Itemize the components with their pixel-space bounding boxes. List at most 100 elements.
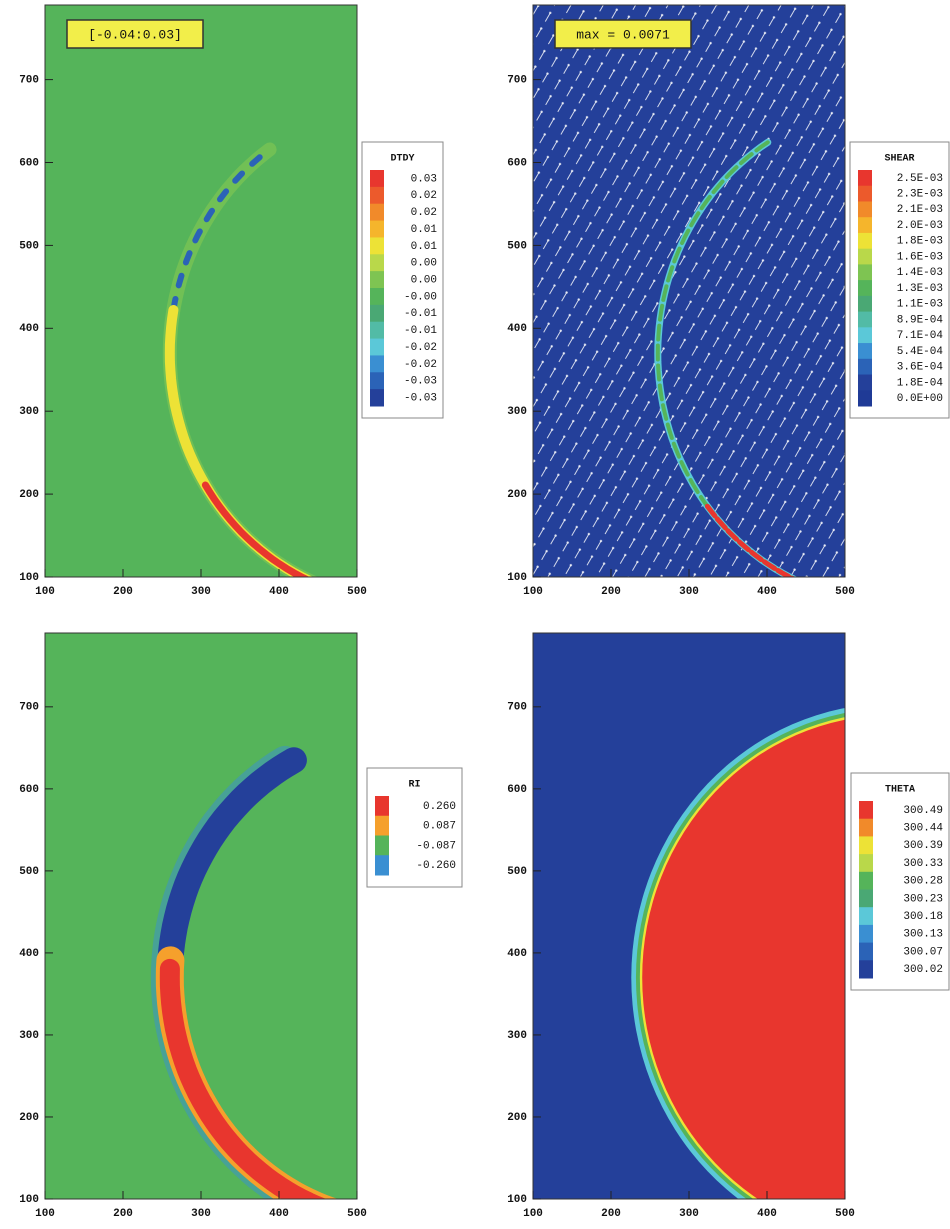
x-tick-label: 200 xyxy=(601,1208,621,1220)
y-tick-label: 500 xyxy=(507,866,527,878)
x-tick-label: 100 xyxy=(523,586,543,598)
legend-swatch xyxy=(858,343,872,360)
legend-label: 0.01 xyxy=(411,224,438,236)
legend-label: 0.03 xyxy=(411,173,437,185)
legend-swatch xyxy=(370,203,384,222)
legend-swatch xyxy=(370,186,384,205)
y-tick-label: 300 xyxy=(507,406,527,418)
legend-label: -0.02 xyxy=(404,342,437,354)
legend-label: 0.087 xyxy=(423,821,456,833)
legend-label: 2.3E-03 xyxy=(897,189,943,201)
x-tick-label: 400 xyxy=(757,586,777,598)
y-tick-label: 100 xyxy=(507,1194,527,1206)
legend-label: -0.01 xyxy=(404,325,437,337)
legend-swatch xyxy=(370,304,384,323)
x-tick-label: 500 xyxy=(835,1208,855,1220)
legend-swatch xyxy=(375,815,389,836)
legend-label: 1.8E-04 xyxy=(897,377,944,389)
y-tick-label: 600 xyxy=(19,784,39,796)
legend-swatch xyxy=(859,836,873,855)
legend-swatch xyxy=(859,889,873,908)
contour-field xyxy=(45,5,357,577)
contour-band xyxy=(156,747,307,982)
legend-label: 0.01 xyxy=(411,241,438,253)
legend-swatch xyxy=(859,801,873,820)
legend-label: 300.28 xyxy=(903,876,943,888)
y-tick-label: 200 xyxy=(19,489,39,501)
legend-swatch xyxy=(858,327,872,344)
annotation: max = 0.0071 xyxy=(576,27,670,42)
legend-swatch xyxy=(858,358,872,376)
legend-swatch xyxy=(370,321,384,340)
legend-swatch xyxy=(858,232,872,250)
legend-label: 300.13 xyxy=(903,929,943,941)
y-tick-label: 300 xyxy=(19,406,39,418)
legend-swatch xyxy=(370,220,384,238)
legend-label: 8.9E-04 xyxy=(897,314,944,326)
y-tick-label: 400 xyxy=(19,948,39,960)
y-tick-label: 400 xyxy=(507,323,527,335)
legend-swatch xyxy=(375,835,389,856)
x-tick-label: 200 xyxy=(113,586,133,598)
legend-label: 0.0E+00 xyxy=(897,393,943,405)
legend-label: 0.260 xyxy=(423,801,456,813)
legend-swatch xyxy=(370,288,384,306)
y-tick-label: 700 xyxy=(19,75,39,87)
legend-label: 300.07 xyxy=(903,946,943,958)
legend-label: -0.02 xyxy=(404,359,437,371)
legend-label: 300.23 xyxy=(903,893,943,905)
legend-swatch xyxy=(858,248,872,265)
legend-label: 2.5E-03 xyxy=(897,173,943,185)
legend-swatch xyxy=(859,907,873,926)
y-tick-label: 100 xyxy=(19,1194,39,1206)
y-tick-label: 500 xyxy=(19,240,39,252)
y-tick-label: 100 xyxy=(507,572,527,584)
legend-swatch xyxy=(858,374,872,391)
legend-title: DTDY xyxy=(390,154,414,165)
y-tick-label: 600 xyxy=(19,157,39,169)
legend-label: -0.01 xyxy=(404,308,437,320)
legend-label: 1.1E-03 xyxy=(897,299,943,311)
legend-swatch xyxy=(859,854,873,873)
legend-swatch xyxy=(858,295,872,313)
legend-swatch xyxy=(859,942,873,961)
x-tick-label: 300 xyxy=(191,586,211,598)
x-tick-label: 300 xyxy=(679,586,699,598)
y-tick-label: 700 xyxy=(507,75,527,87)
legend-label: 0.02 xyxy=(411,207,437,219)
panel: 100 200 300 400 500 100 200 300 400 500 600 700 [-0.… xyxy=(19,4,444,598)
x-tick-label: 300 xyxy=(679,1208,699,1220)
legend-label: -0.087 xyxy=(416,840,456,852)
contour-band xyxy=(159,958,327,1199)
panel: 100 200 300 400 500 100 200 300 400 500 600 700 max … xyxy=(507,4,950,598)
legend-label: 1.4E-03 xyxy=(897,267,943,279)
x-tick-label: 200 xyxy=(113,1208,133,1220)
legend-label: 2.1E-03 xyxy=(897,204,943,216)
legend-label: 300.49 xyxy=(903,805,943,817)
legend-swatch xyxy=(859,871,873,890)
legend-swatch xyxy=(858,185,872,202)
x-tick-label: 400 xyxy=(269,586,289,598)
legend-swatch xyxy=(859,818,873,837)
legend-swatch xyxy=(858,170,872,187)
legend-swatch xyxy=(370,237,384,255)
legend-title: SHEAR xyxy=(884,154,914,165)
legend-title: RI xyxy=(408,780,420,791)
legend-swatch xyxy=(858,264,872,281)
legend-swatch xyxy=(370,355,384,373)
y-tick-label: 400 xyxy=(507,948,527,960)
y-tick-label: 300 xyxy=(507,1030,527,1042)
legend-swatch xyxy=(370,271,384,289)
legend-swatch xyxy=(859,924,873,944)
legend-swatch xyxy=(858,280,872,297)
x-tick-label: 100 xyxy=(523,1208,543,1220)
legend-label: 300.18 xyxy=(903,911,943,923)
y-tick-label: 200 xyxy=(507,1112,527,1124)
legend-label: 7.1E-04 xyxy=(897,330,944,342)
legend-label: 1.8E-03 xyxy=(897,236,943,248)
contour-field xyxy=(45,633,357,1199)
contour-band xyxy=(201,481,310,577)
legend-swatch xyxy=(858,311,872,328)
contour-band xyxy=(704,503,796,577)
annotation: [-0.04:0.03] xyxy=(88,27,182,42)
